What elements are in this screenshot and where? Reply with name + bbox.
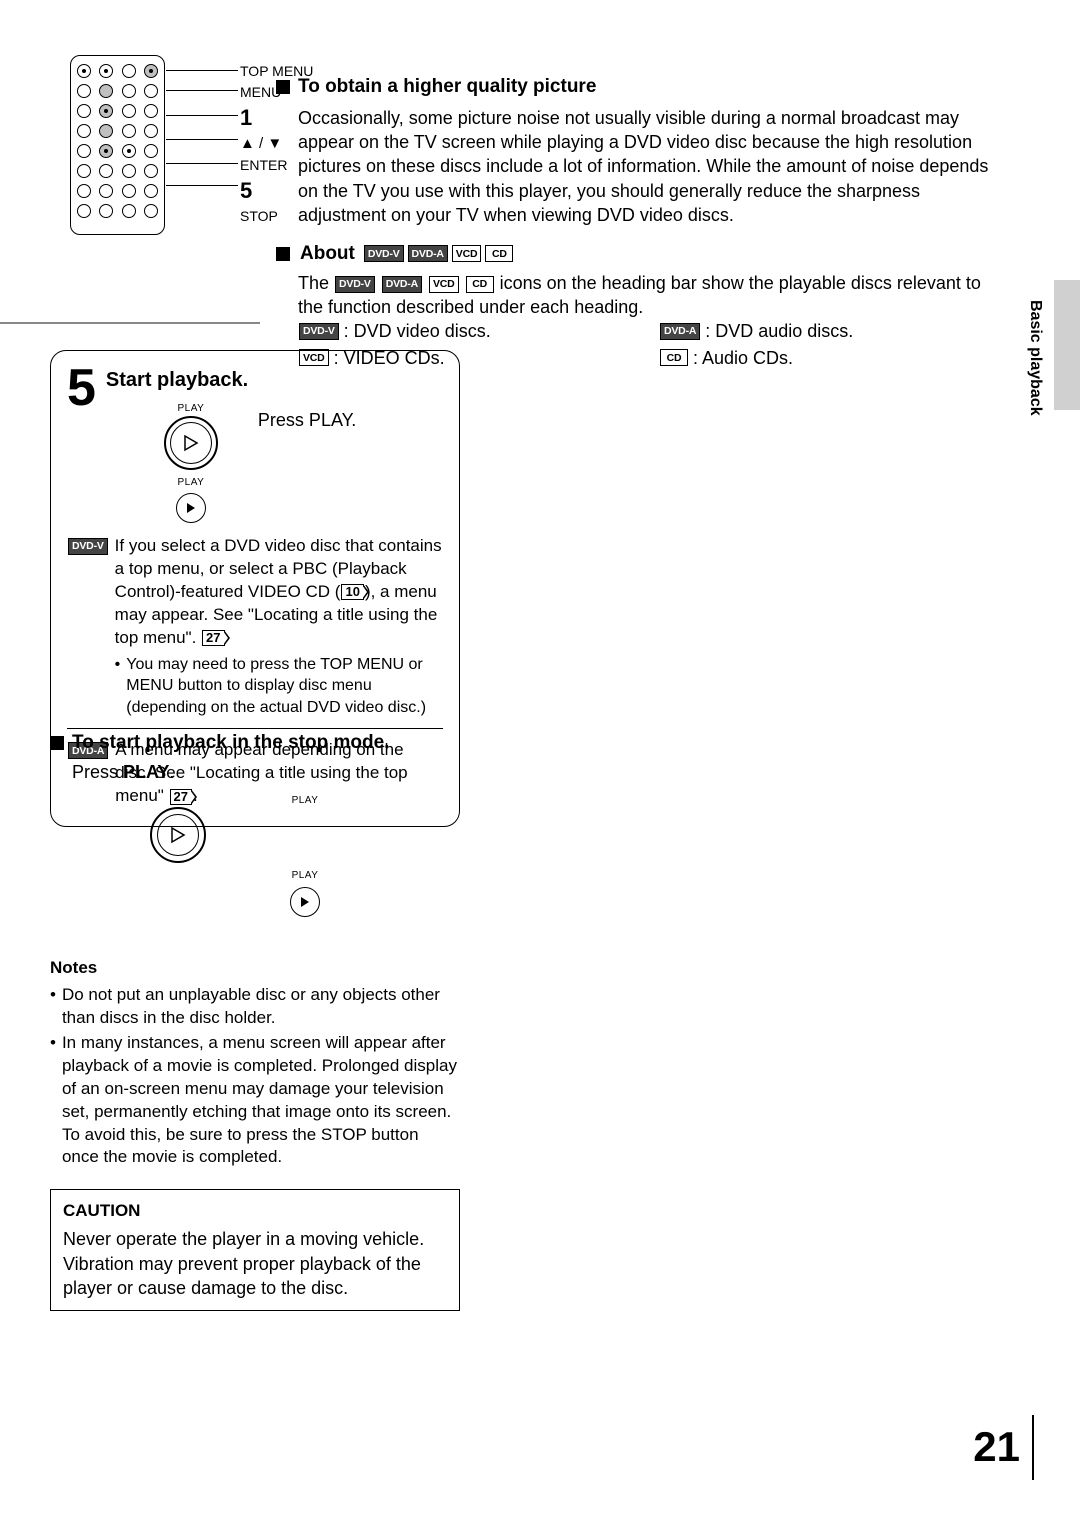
disc-item-text: : DVD audio discs. (705, 319, 853, 343)
step-title: Start playback. (106, 367, 356, 394)
cd-tag: CD (466, 276, 494, 293)
disc-item-cd: CD : Audio CDs. (659, 346, 1000, 370)
heading-start-stop: To start playback in the stop mode. (50, 730, 460, 756)
heading-text: To obtain a higher quality picture (298, 74, 596, 100)
lead-line (166, 163, 238, 164)
play-button-outer-icon (164, 416, 218, 470)
play-triangle-icon (170, 826, 186, 844)
note-item: Do not put an unplayable disc or any obj… (50, 984, 460, 1030)
play-button-inner-icon (170, 422, 212, 464)
dvd-v-tag: DVD-V (335, 276, 375, 293)
page-ref-icon: 27 (202, 630, 224, 646)
press-play-line: Press PLAY. (72, 760, 460, 784)
play-small-button-icon (176, 493, 206, 523)
dvdv-note: DVD-V If you select a DVD video disc tha… (67, 535, 443, 718)
cd-tag: CD (485, 245, 513, 262)
note-text: Do not put an unplayable disc or any obj… (62, 984, 460, 1030)
page-ref-icon: 10 (341, 584, 363, 600)
dvd-v-tag: DVD-V (364, 245, 404, 262)
side-tab-bg (1054, 280, 1080, 410)
play-label: PLAY (164, 476, 218, 490)
dvdv-sub-text: You may need to press the TOP MENU or ME… (126, 654, 443, 719)
heading-text: About (300, 241, 355, 267)
caution-box: CAUTION Never operate the player in a mo… (50, 1189, 460, 1311)
play-label: PLAY (150, 869, 460, 883)
dvd-a-tag: DVD-A (660, 323, 700, 340)
disc-item-dvda: DVD-A : DVD audio discs. (659, 319, 1000, 343)
remote-diagram: TOP MENU MENU 1 ▲ / ▼ ENTER 5 STOP (70, 55, 300, 235)
play-triangle-icon (183, 434, 199, 452)
lead-line (166, 90, 238, 91)
heading-about: About DVD-V DVD-A VCD CD (276, 241, 1000, 267)
play-label: PLAY (150, 794, 460, 808)
lead-line (166, 139, 238, 140)
disc-item-dvdv: DVD-V : DVD video discs. (298, 319, 639, 343)
caution-title: CAUTION (63, 1200, 447, 1223)
square-marker-icon (276, 247, 290, 261)
play-button-outer-icon (150, 807, 206, 863)
period: . (169, 762, 174, 782)
about-body: The DVD-V DVD-A VCD CD icons on the head… (298, 271, 1000, 320)
play-button-diagram: PLAY PLAY Press PLAY. (164, 402, 356, 523)
square-marker-icon (276, 80, 290, 94)
section-divider (0, 322, 260, 324)
vcd-tag: VCD (429, 276, 459, 293)
dvd-a-tag: DVD-A (408, 245, 448, 262)
notes-title: Notes (50, 957, 460, 980)
disc-item-text: : DVD video discs. (344, 319, 491, 343)
step-header: 5 Start playback. PLAY PLAY (67, 365, 443, 535)
note-item: In many instances, a menu screen will ap… (50, 1032, 460, 1170)
dvd-v-tag: DVD-V (299, 323, 339, 340)
notes-list: Do not put an unplayable disc or any obj… (50, 984, 460, 1170)
play-small-button-icon (290, 887, 320, 917)
play-button-diagram-2: PLAY PLAY (150, 794, 460, 917)
play-label: PLAY (164, 402, 218, 416)
higher-quality-body: Occasionally, some picture noise not usu… (298, 106, 1000, 227)
vcd-tag: VCD (452, 245, 482, 262)
disc-item-text: : Audio CDs. (693, 346, 793, 370)
heading-higher-quality: To obtain a higher quality picture (276, 74, 1000, 100)
step-number: 5 (67, 365, 96, 412)
square-marker-icon (50, 736, 64, 750)
dvd-v-tag: DVD-V (68, 538, 108, 555)
lead-line (166, 115, 238, 116)
lead-line (166, 70, 238, 71)
note-text: In many instances, a menu screen will ap… (62, 1032, 460, 1170)
play-bold: PLAY (123, 762, 169, 782)
press-text: Press (72, 762, 123, 782)
caution-body: Never operate the player in a moving veh… (63, 1227, 447, 1300)
play-big-button: PLAY PLAY (164, 402, 218, 523)
right-column: To obtain a higher quality picture Occas… (276, 74, 1000, 370)
heading-text: To start playback in the stop mode. (72, 730, 389, 756)
notes-section: Notes Do not put an unplayable disc or a… (50, 957, 460, 1169)
play-triangle-icon (186, 502, 196, 514)
below-step-section: To start playback in the stop mode. Pres… (50, 730, 460, 1311)
dvdv-sub-bullet: • You may need to press the TOP MENU or … (115, 654, 443, 719)
side-tab-label: Basic playback (1024, 300, 1046, 416)
lead-line (166, 185, 238, 186)
about-body-1: The (298, 273, 334, 293)
play-triangle-icon (300, 896, 310, 908)
cd-tag: CD (660, 349, 688, 366)
bullet-dot: • (115, 654, 121, 719)
play-button-inner-icon (157, 814, 199, 856)
page-number: 21 (973, 1419, 1020, 1476)
remote-outline (70, 55, 165, 235)
manual-page: Basic playback 21 TOP MENU MENU 1 ▲ / ▼ … (0, 0, 1080, 1526)
press-play-text: Press PLAY. (258, 408, 356, 432)
dvd-a-tag: DVD-A (382, 276, 422, 293)
